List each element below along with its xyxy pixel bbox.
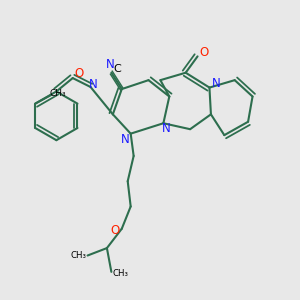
Text: N: N <box>162 122 171 135</box>
Text: CH₃: CH₃ <box>112 269 128 278</box>
Text: N: N <box>212 76 220 90</box>
Text: N: N <box>106 58 114 71</box>
Text: N: N <box>89 78 98 91</box>
Text: N: N <box>121 133 130 146</box>
Text: O: O <box>200 46 209 59</box>
Text: C: C <box>113 64 121 74</box>
Text: O: O <box>75 67 84 80</box>
Text: CH₃: CH₃ <box>50 89 67 98</box>
Text: O: O <box>111 224 120 237</box>
Text: CH₃: CH₃ <box>71 251 87 260</box>
